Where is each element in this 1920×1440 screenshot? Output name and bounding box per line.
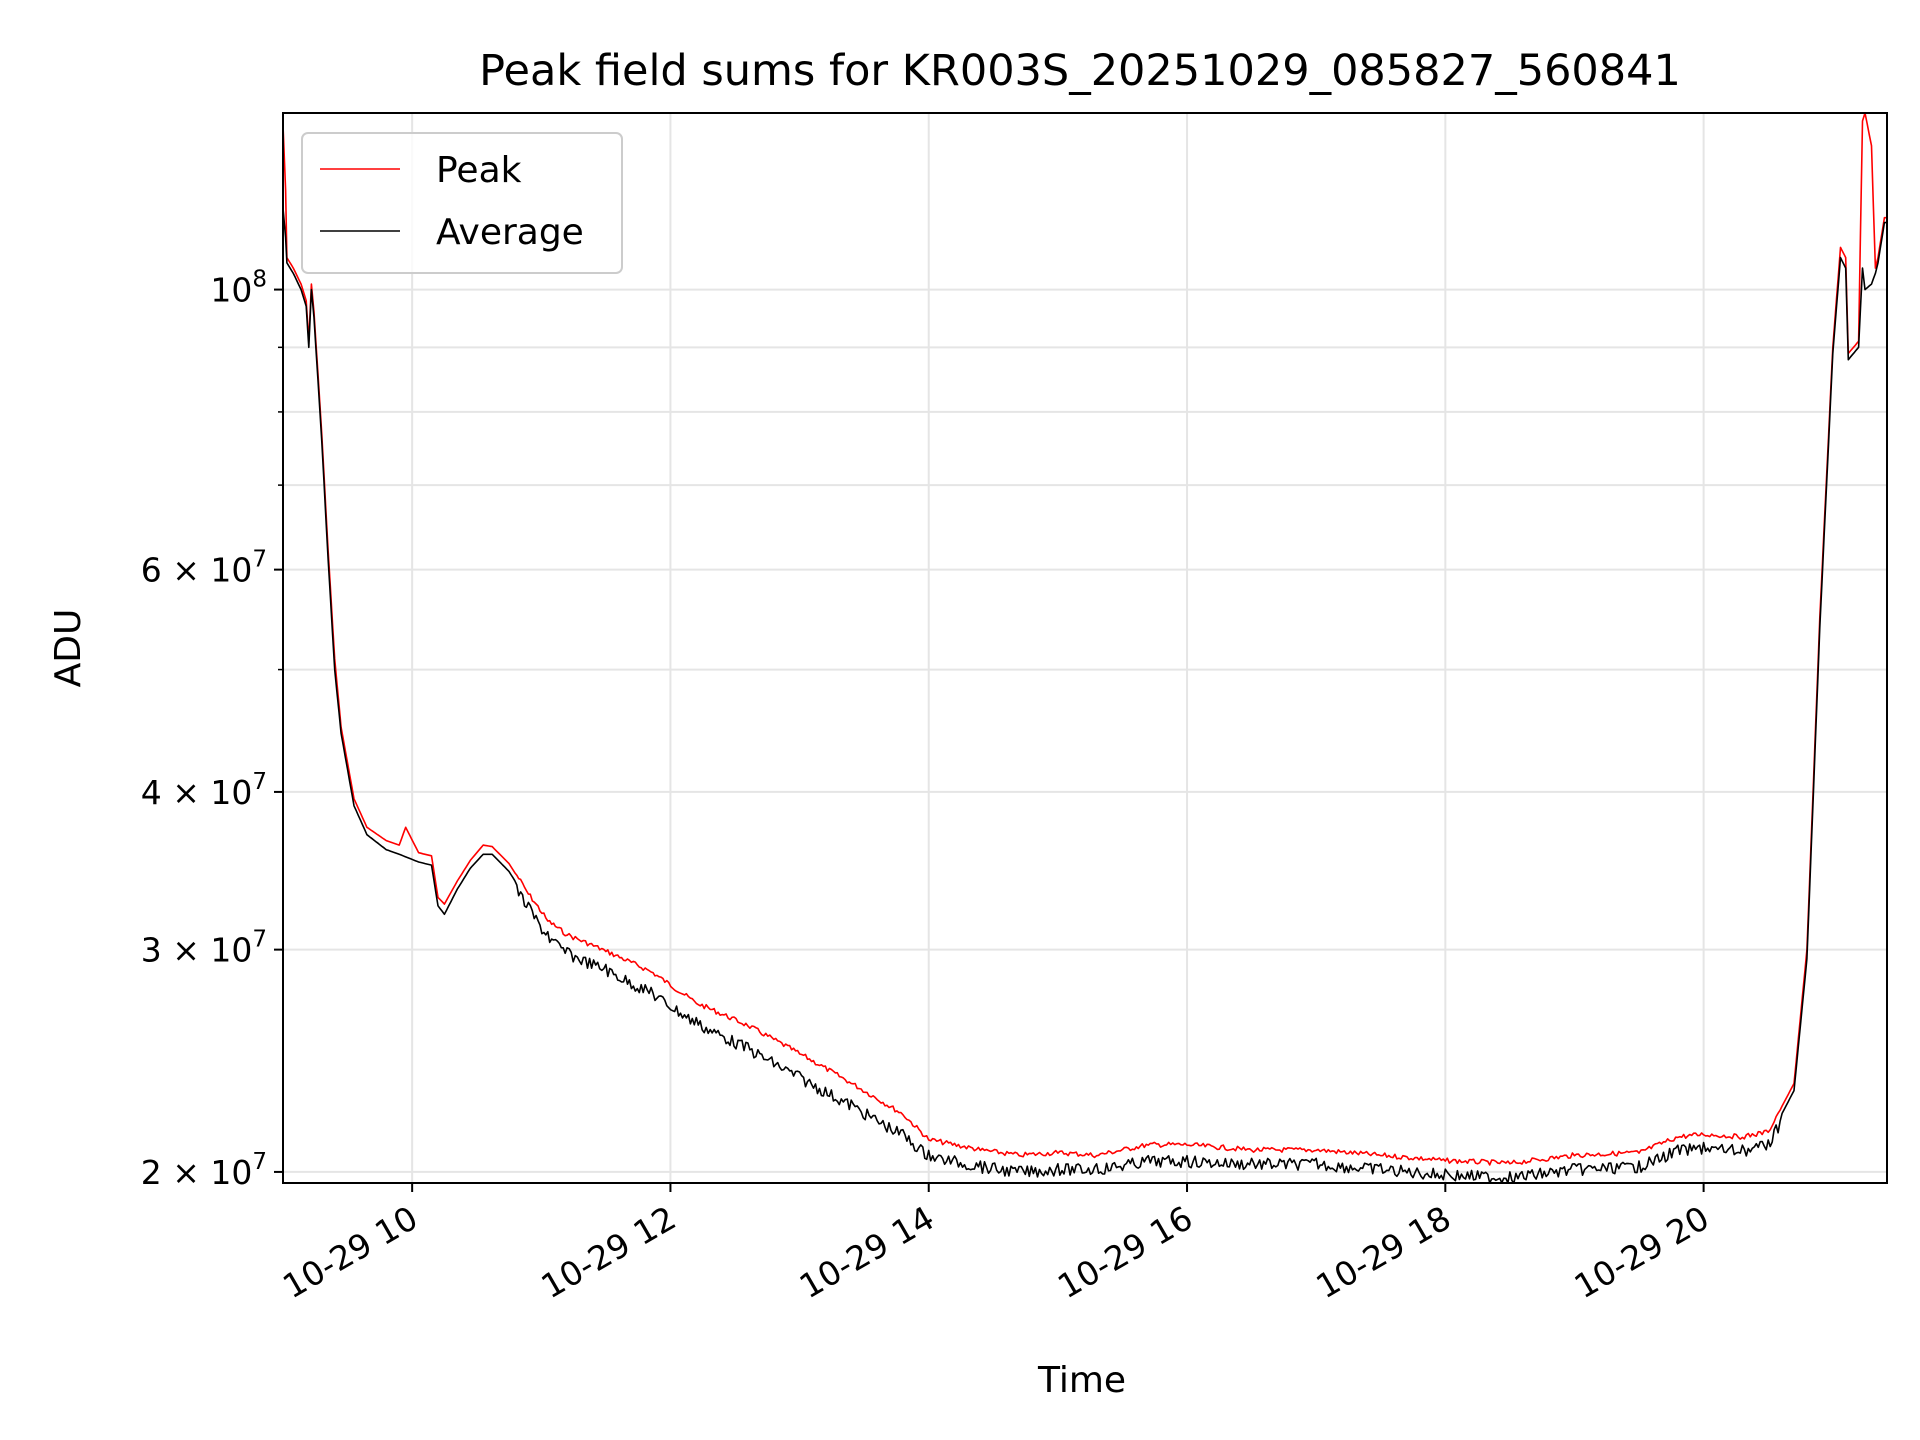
series-line-average [283,208,1887,1183]
legend-label-average: Average [436,212,584,253]
y-axis-label: ADU [48,609,89,688]
y-tick-label: 108 [210,267,267,310]
plot-area: 10-29 10 10-29 12 10-29 14 10-29 16 10-29 18… [141,112,1888,1306]
plot-frame [282,112,1888,1184]
legend-box [301,132,623,274]
y-tick-label: 2 × 107 [141,1149,267,1192]
chart-title: Peak field sums for KR003S_20251029_0858… [479,46,1681,96]
series-layer [283,113,1887,1183]
y-tick-label: 3 × 107 [141,927,267,970]
x-axis-label: Time [1037,1360,1126,1401]
y-tick-label: 4 × 107 [141,769,267,812]
legend-label-peak: Peak [436,150,522,191]
legend: Peak Average [301,132,623,274]
series-line-peak [283,113,1887,1166]
plot-background [283,113,1887,1183]
y-tick-label: 6 × 107 [141,547,267,590]
